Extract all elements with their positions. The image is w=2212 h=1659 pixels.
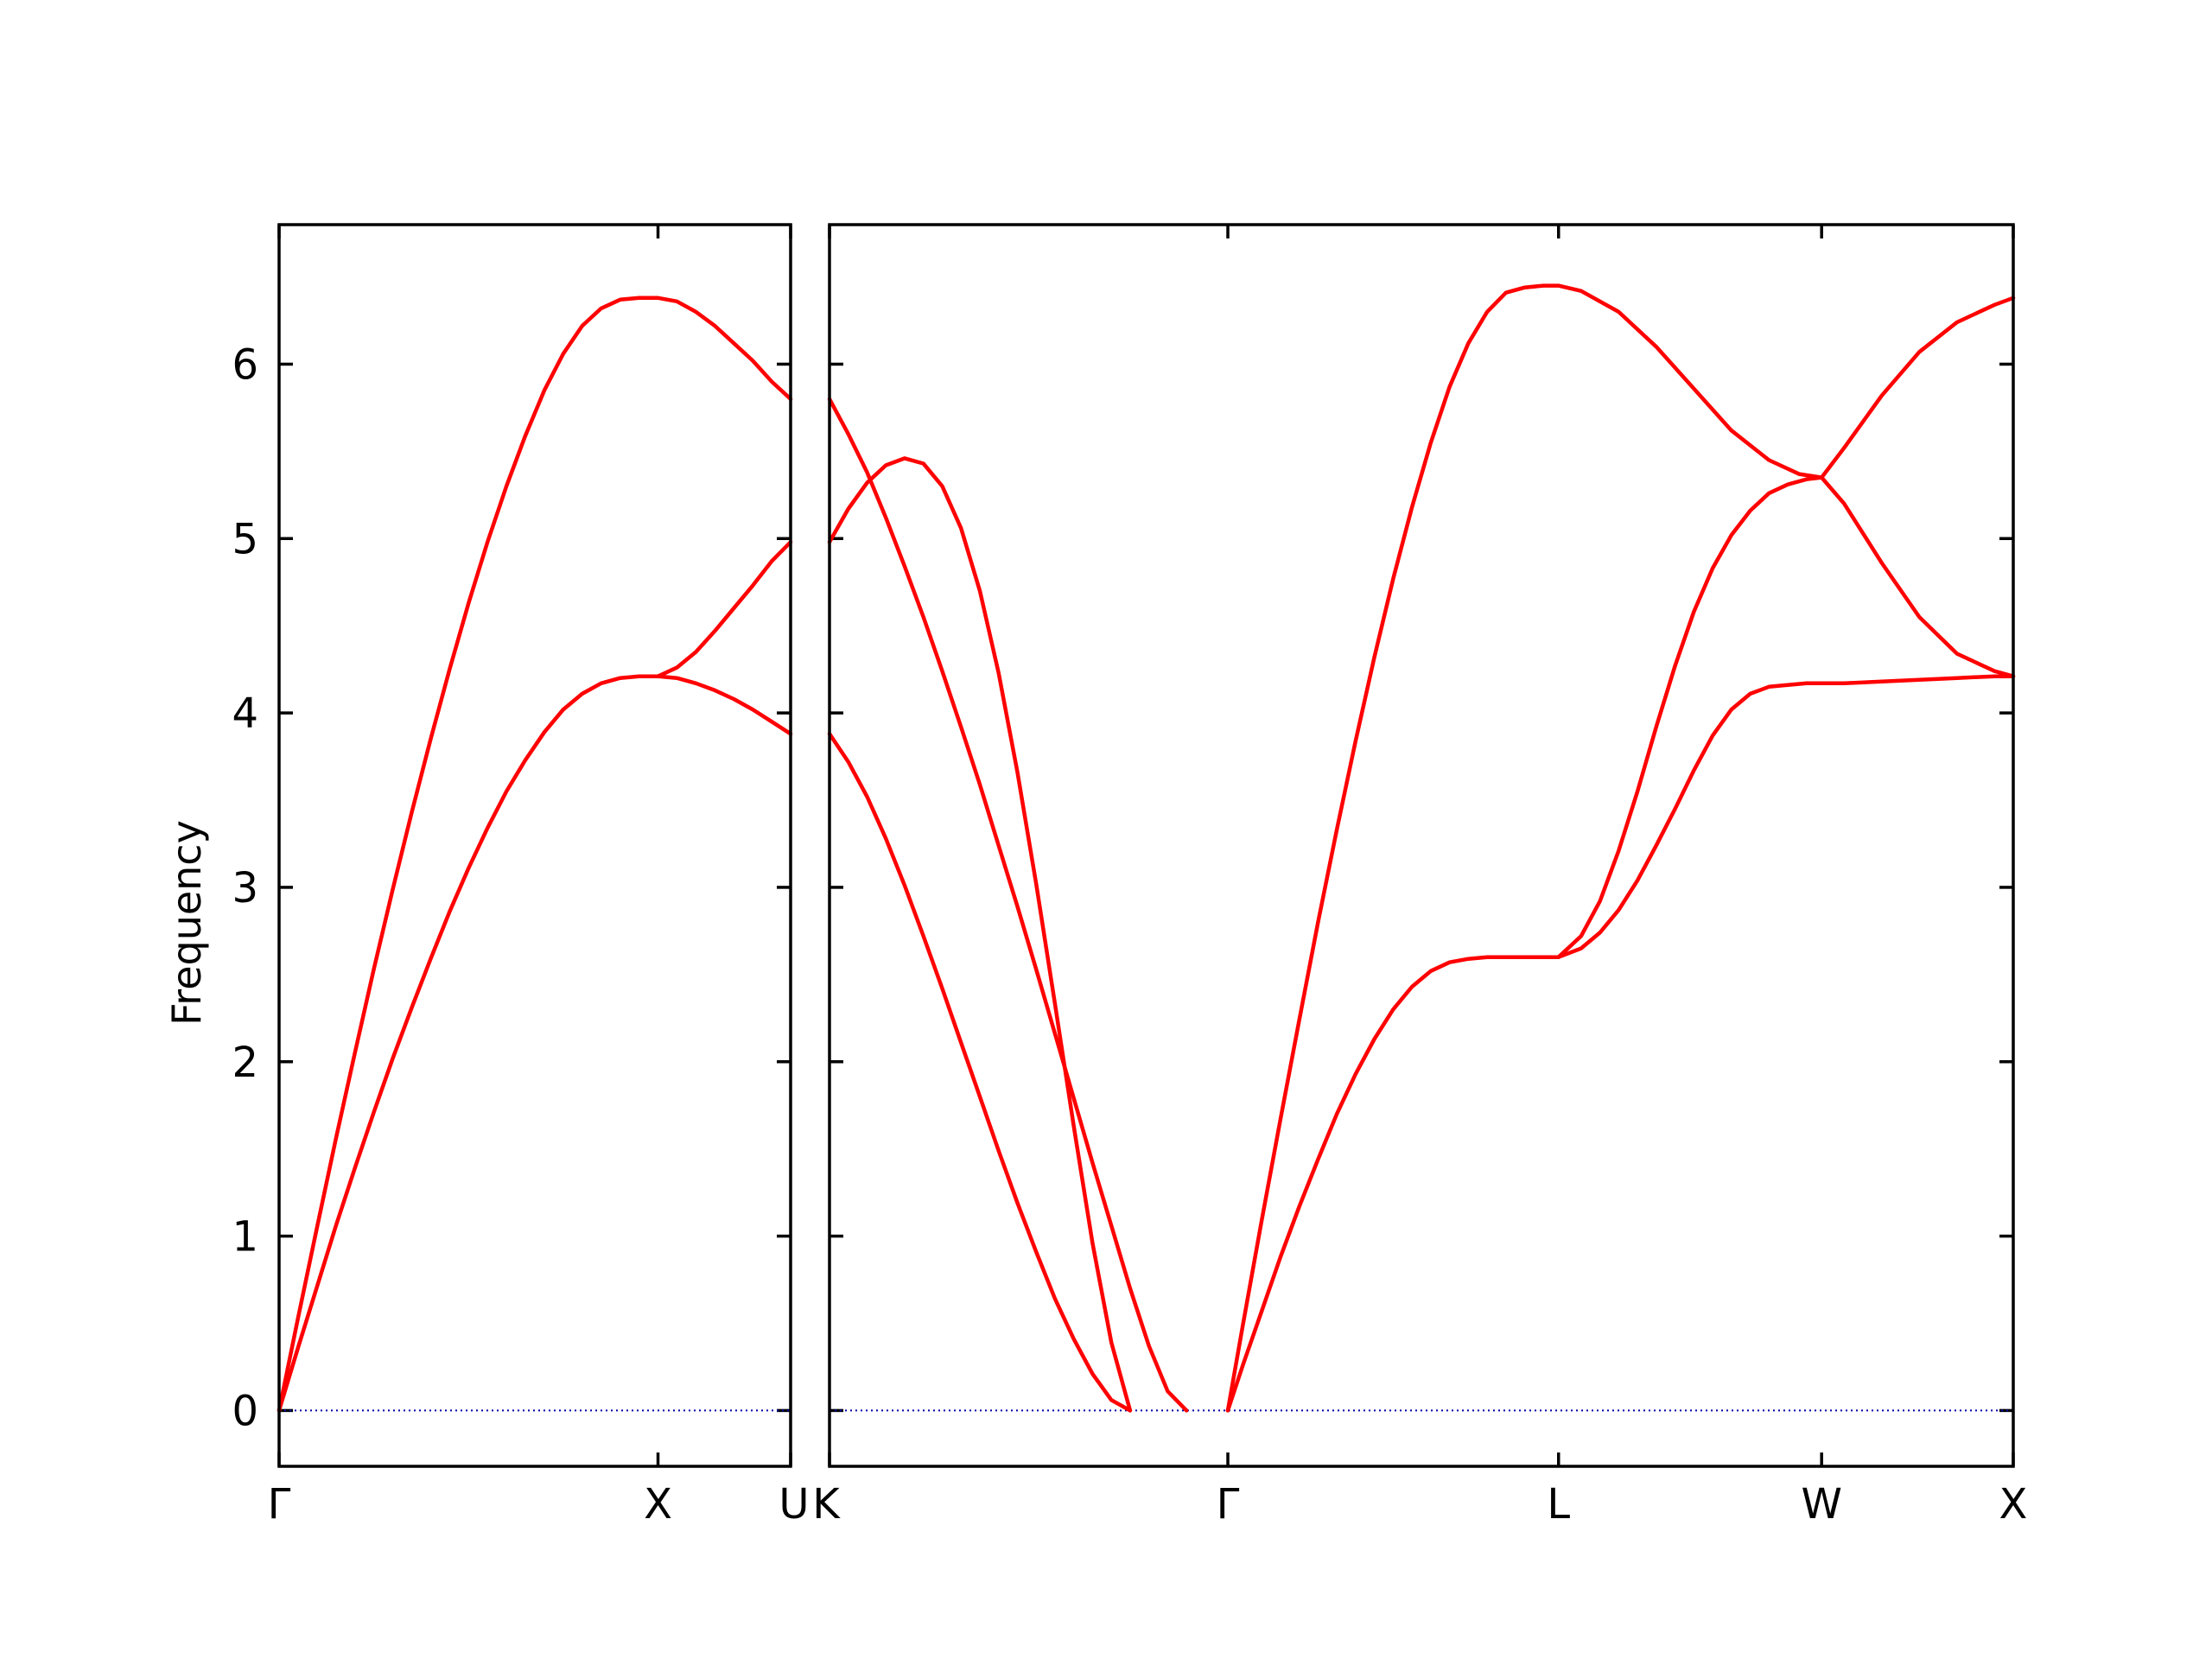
right-series-group xyxy=(827,283,2016,1413)
y-tick-label: 1 xyxy=(232,1213,258,1262)
phonon-band-line xyxy=(827,397,1189,1413)
y-tick-label: 2 xyxy=(232,1039,258,1087)
left-series-group xyxy=(276,296,793,1413)
x-tick-label: U xyxy=(779,1480,809,1529)
y-tick-label: 6 xyxy=(232,340,258,389)
y-tick-label: 3 xyxy=(232,864,258,912)
y-tick-label: 0 xyxy=(232,1387,258,1435)
phonon-band-line xyxy=(1556,674,2016,959)
y-axis-label: Frequency xyxy=(163,820,210,1026)
x-tick-label: Γ xyxy=(268,1480,291,1529)
y-tick-labels: 0 1 2 3 4 5 6 xyxy=(232,340,258,1435)
phonon-band-line xyxy=(827,456,1133,1413)
x-tick-label: L xyxy=(1547,1480,1570,1529)
x-tick-label: X xyxy=(1999,1480,2028,1529)
x-tick-label: Γ xyxy=(1217,1480,1240,1529)
phonon-band-line xyxy=(827,732,1133,1413)
left-plot-frame xyxy=(277,223,792,1468)
x-tick-label: W xyxy=(1801,1480,1841,1529)
y-tick-label: 4 xyxy=(232,690,258,738)
phonon-band-line xyxy=(656,674,793,736)
left-panel: 0 1 2 3 4 5 6 Γ X U xyxy=(232,223,810,1529)
x-tick-label: K xyxy=(812,1480,841,1529)
y-tick-label: 5 xyxy=(232,515,258,563)
phonon-band-line xyxy=(1225,283,2016,1413)
phonon-band-line xyxy=(276,540,793,1413)
right-plot-frame xyxy=(828,223,2015,1468)
x-tick-label: X xyxy=(644,1480,672,1529)
phonon-band-line xyxy=(276,296,793,1413)
phonon-band-line xyxy=(1556,475,2016,959)
phonon-band-line xyxy=(1225,955,1560,1413)
